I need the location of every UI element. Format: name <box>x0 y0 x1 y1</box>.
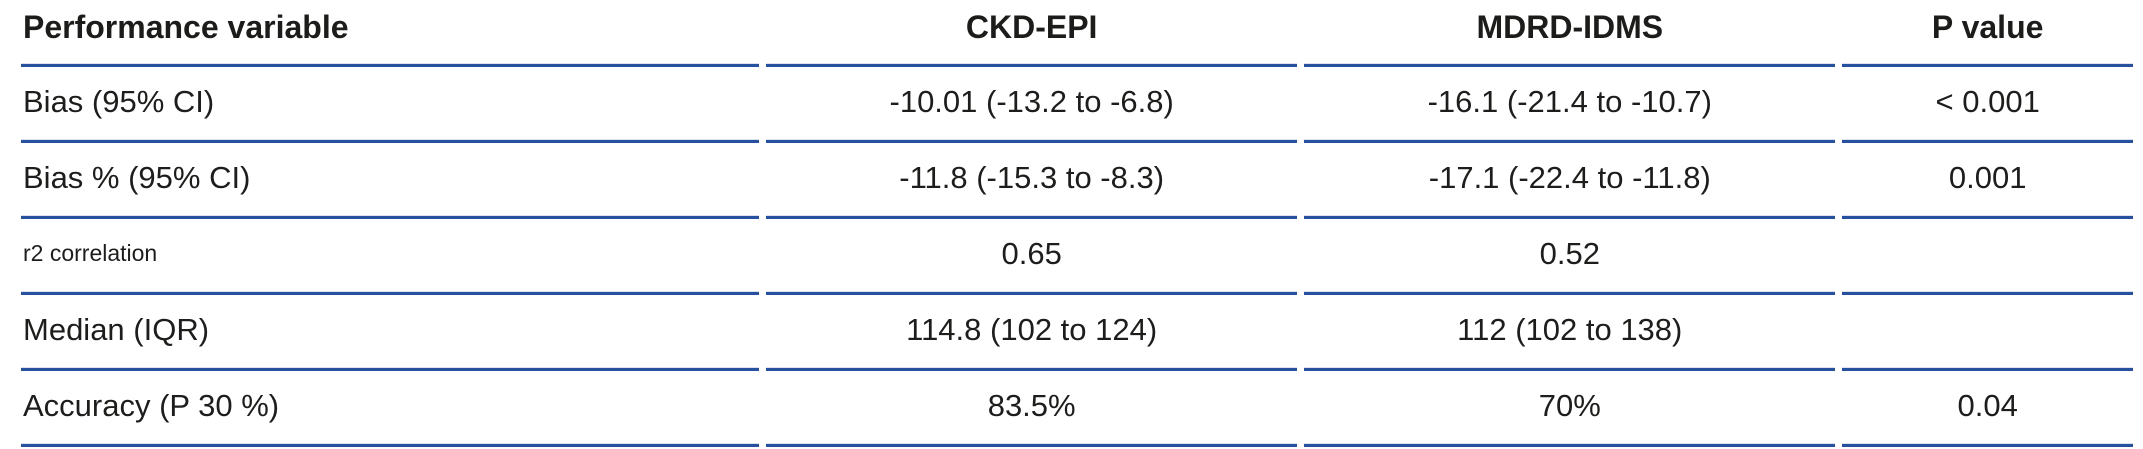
header-p-value: P value <box>1842 0 2133 67</box>
p-value-cell: 0.001 <box>1842 143 2133 219</box>
p-value-cell <box>1842 219 2133 295</box>
variable-cell: Bias (95% CI) <box>21 67 760 143</box>
header-row: Performance variable CKD-EPI MDRD-IDMS P… <box>21 0 2133 67</box>
mdrd-idms-cell: 0.52 <box>1304 219 1836 295</box>
mdrd-idms-cell: -17.1 (-22.4 to -11.8) <box>1304 143 1836 219</box>
performance-table: Performance variable CKD-EPI MDRD-IDMS P… <box>14 0 2140 447</box>
variable-cell: r2 correlation <box>21 219 760 295</box>
header-mdrd-idms: MDRD-IDMS <box>1304 0 1836 67</box>
ckd-epi-cell: 83.5% <box>766 371 1298 447</box>
table-row: Bias % (95% CI) -11.8 (-15.3 to -8.3) -1… <box>21 143 2133 219</box>
header-ckd-epi: CKD-EPI <box>766 0 1298 67</box>
mdrd-idms-cell: 112 (102 to 138) <box>1304 295 1836 371</box>
mdrd-idms-cell: -16.1 (-21.4 to -10.7) <box>1304 67 1836 143</box>
header-performance-variable: Performance variable <box>21 0 760 67</box>
mdrd-idms-cell: 70% <box>1304 371 1836 447</box>
table-row: Accuracy (P 30 %) 83.5% 70% 0.04 <box>21 371 2133 447</box>
table-body: Bias (95% CI) -10.01 (-13.2 to -6.8) -16… <box>21 67 2133 447</box>
p-value-cell: 0.04 <box>1842 371 2133 447</box>
table-header: Performance variable CKD-EPI MDRD-IDMS P… <box>21 0 2133 67</box>
p-value-cell <box>1842 295 2133 371</box>
variable-cell: Median (IQR) <box>21 295 760 371</box>
variable-cell: Accuracy (P 30 %) <box>21 371 760 447</box>
table-row: Bias (95% CI) -10.01 (-13.2 to -6.8) -16… <box>21 67 2133 143</box>
ckd-epi-cell: 114.8 (102 to 124) <box>766 295 1298 371</box>
p-value-cell: < 0.001 <box>1842 67 2133 143</box>
ckd-epi-cell: -11.8 (-15.3 to -8.3) <box>766 143 1298 219</box>
table-row: Median (IQR) 114.8 (102 to 124) 112 (102… <box>21 295 2133 371</box>
ckd-epi-cell: -10.01 (-13.2 to -6.8) <box>766 67 1298 143</box>
variable-cell: Bias % (95% CI) <box>21 143 760 219</box>
table-row: r2 correlation 0.65 0.52 <box>21 219 2133 295</box>
ckd-epi-cell: 0.65 <box>766 219 1298 295</box>
